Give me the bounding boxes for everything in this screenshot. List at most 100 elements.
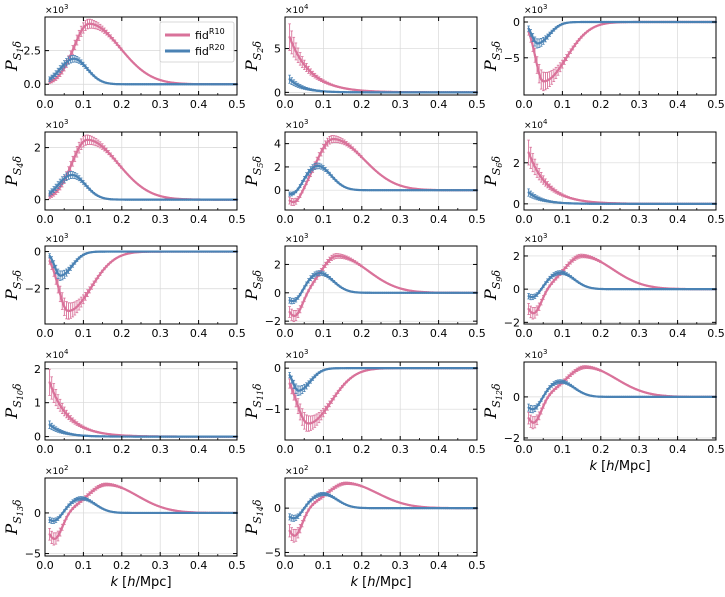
y-tick-label: 0 [34,431,41,444]
y-tick-label: 0 [513,198,520,211]
axes-frame [44,245,238,325]
y-tick-label: 2 [34,142,41,155]
x-tick-label: 0.2 [592,327,610,340]
series-r20 [288,270,479,305]
x-tick-label: 0.3 [151,327,169,340]
y-tick-label: 2.5 [24,45,42,58]
ylabel-sub: S [251,400,264,408]
ylabel-delta: δ [251,270,264,277]
multiplier-base: ×10 [285,6,304,16]
x-tick-label: 0.4 [190,98,208,111]
series-line [288,36,477,94]
x-tick-label: 0.3 [391,443,409,456]
y-axis-label: PS4δ [2,156,25,187]
panel-1: 0.0 0.1 0.2 0.3 0.4 0.5 0.0 2.5 ×103 PS1δ [2,3,246,111]
x-tick-label: 0.4 [190,213,208,226]
series-r20 [288,367,479,396]
x-tick-label: 0.5 [468,327,486,340]
series-r10 [527,253,718,320]
series-r10 [48,368,239,438]
ylabel-delta: δ [251,383,264,390]
y-tick-label: −2 [265,315,281,328]
series-r20 [527,20,718,49]
y-tick-label: 0 [34,194,41,207]
ylabel-sub: S [490,167,503,175]
ylabel-index: 3 [495,48,504,53]
axis-multiplier: ×104 [45,348,69,361]
x-tick-label: 0.0 [276,327,294,340]
ylabel-sub: S [11,52,24,60]
series-line [289,137,477,204]
x-tick-label: 0.3 [391,327,409,340]
panel-11: 0.0 0.1 0.2 0.3 0.4 0.5 0 −1 ×103 PS11δ [242,348,486,456]
ylabel-symbol: P [242,60,261,72]
axis-multiplier: ×103 [285,232,308,245]
x-tick-label: 0.3 [391,213,409,226]
ylabel-delta: δ [251,41,264,48]
ylabel-index: 4 [16,163,25,169]
ylabel-delta: δ [490,156,503,163]
y-tick-label: −1 [265,403,281,416]
series-line [288,367,477,425]
ylabel-index: 11 [256,390,265,400]
ylabel-delta: δ [251,156,264,163]
panel-4: 0.0 0.1 0.2 0.3 0.4 0.5 0 2 ×103 PS4δ [2,118,246,226]
y-axis-label: PS11δ [242,383,265,420]
y-axis-label: PS5δ [242,156,265,187]
y-axis-label: PS9δ [481,270,504,301]
x-tick-label: 0.0 [515,327,533,340]
y-tick-label: 0 [274,86,281,99]
x-tick-label: 0.1 [315,443,333,456]
series-line [289,271,477,303]
x-tick-label: 0.1 [75,327,93,340]
multiplier-exponent: 4 [304,3,309,11]
multiplier-base: ×10 [285,351,304,361]
series-r10 [288,367,479,432]
y-tick-label: −2 [504,316,520,329]
axis-multiplier: ×103 [45,232,68,245]
y-tick-label: 5 [274,43,281,56]
axes-frame [44,131,238,211]
y-tick-label: 0 [274,184,281,197]
multiplier-exponent: 3 [64,232,68,240]
multiplier-exponent: 3 [543,3,547,11]
x-tick-label: 0.1 [75,213,93,226]
x-tick-label: 0.0 [36,98,54,111]
axis-multiplier: ×103 [45,118,68,131]
x-tick-label: 0.4 [669,327,687,340]
x-tick-label: 0.4 [430,327,448,340]
axes-frame [523,245,717,325]
x-tick-label: 0.3 [630,327,648,340]
series-line [288,367,477,392]
axes-frame [44,361,238,441]
x-tick-label: 0.4 [669,98,687,111]
panel-5: 0.0 0.1 0.2 0.3 0.4 0.5 0 2 4 ×103 PS5δ [242,118,486,226]
series-line [288,254,477,318]
ylabel-symbol: P [242,408,261,420]
x-tick-label: 0.5 [228,443,246,456]
series-line [527,152,716,205]
multiplier-base: ×10 [45,235,64,245]
x-tick-label: 0.5 [468,98,486,111]
series-r10 [288,23,479,94]
y-axis-label: PS1δ [2,41,25,72]
y-tick-label: 0 [274,287,281,300]
x-tick-label: 0.1 [554,327,572,340]
multiplier-exponent: 3 [64,3,68,11]
ylabel-symbol: P [481,289,500,301]
x-tick-label: 0.2 [113,213,131,226]
axes-frame [284,361,478,441]
y-tick-label: 0.0 [24,78,42,91]
panel-8: 0.0 0.1 0.2 0.3 0.4 0.5 −2 0 2 ×103 PS8δ [242,232,486,340]
axis-multiplier: ×104 [285,3,309,16]
ylabel-index: 5 [256,163,265,168]
ylabel-index: 8 [256,277,265,282]
y-tick-label: −5 [504,52,520,65]
ylabel-symbol: P [481,175,500,187]
x-tick-label: 0.0 [276,213,294,226]
ylabel-symbol: P [2,175,21,187]
y-axis-label: PS6δ [481,156,504,187]
x-tick-label: 0.5 [707,98,725,111]
